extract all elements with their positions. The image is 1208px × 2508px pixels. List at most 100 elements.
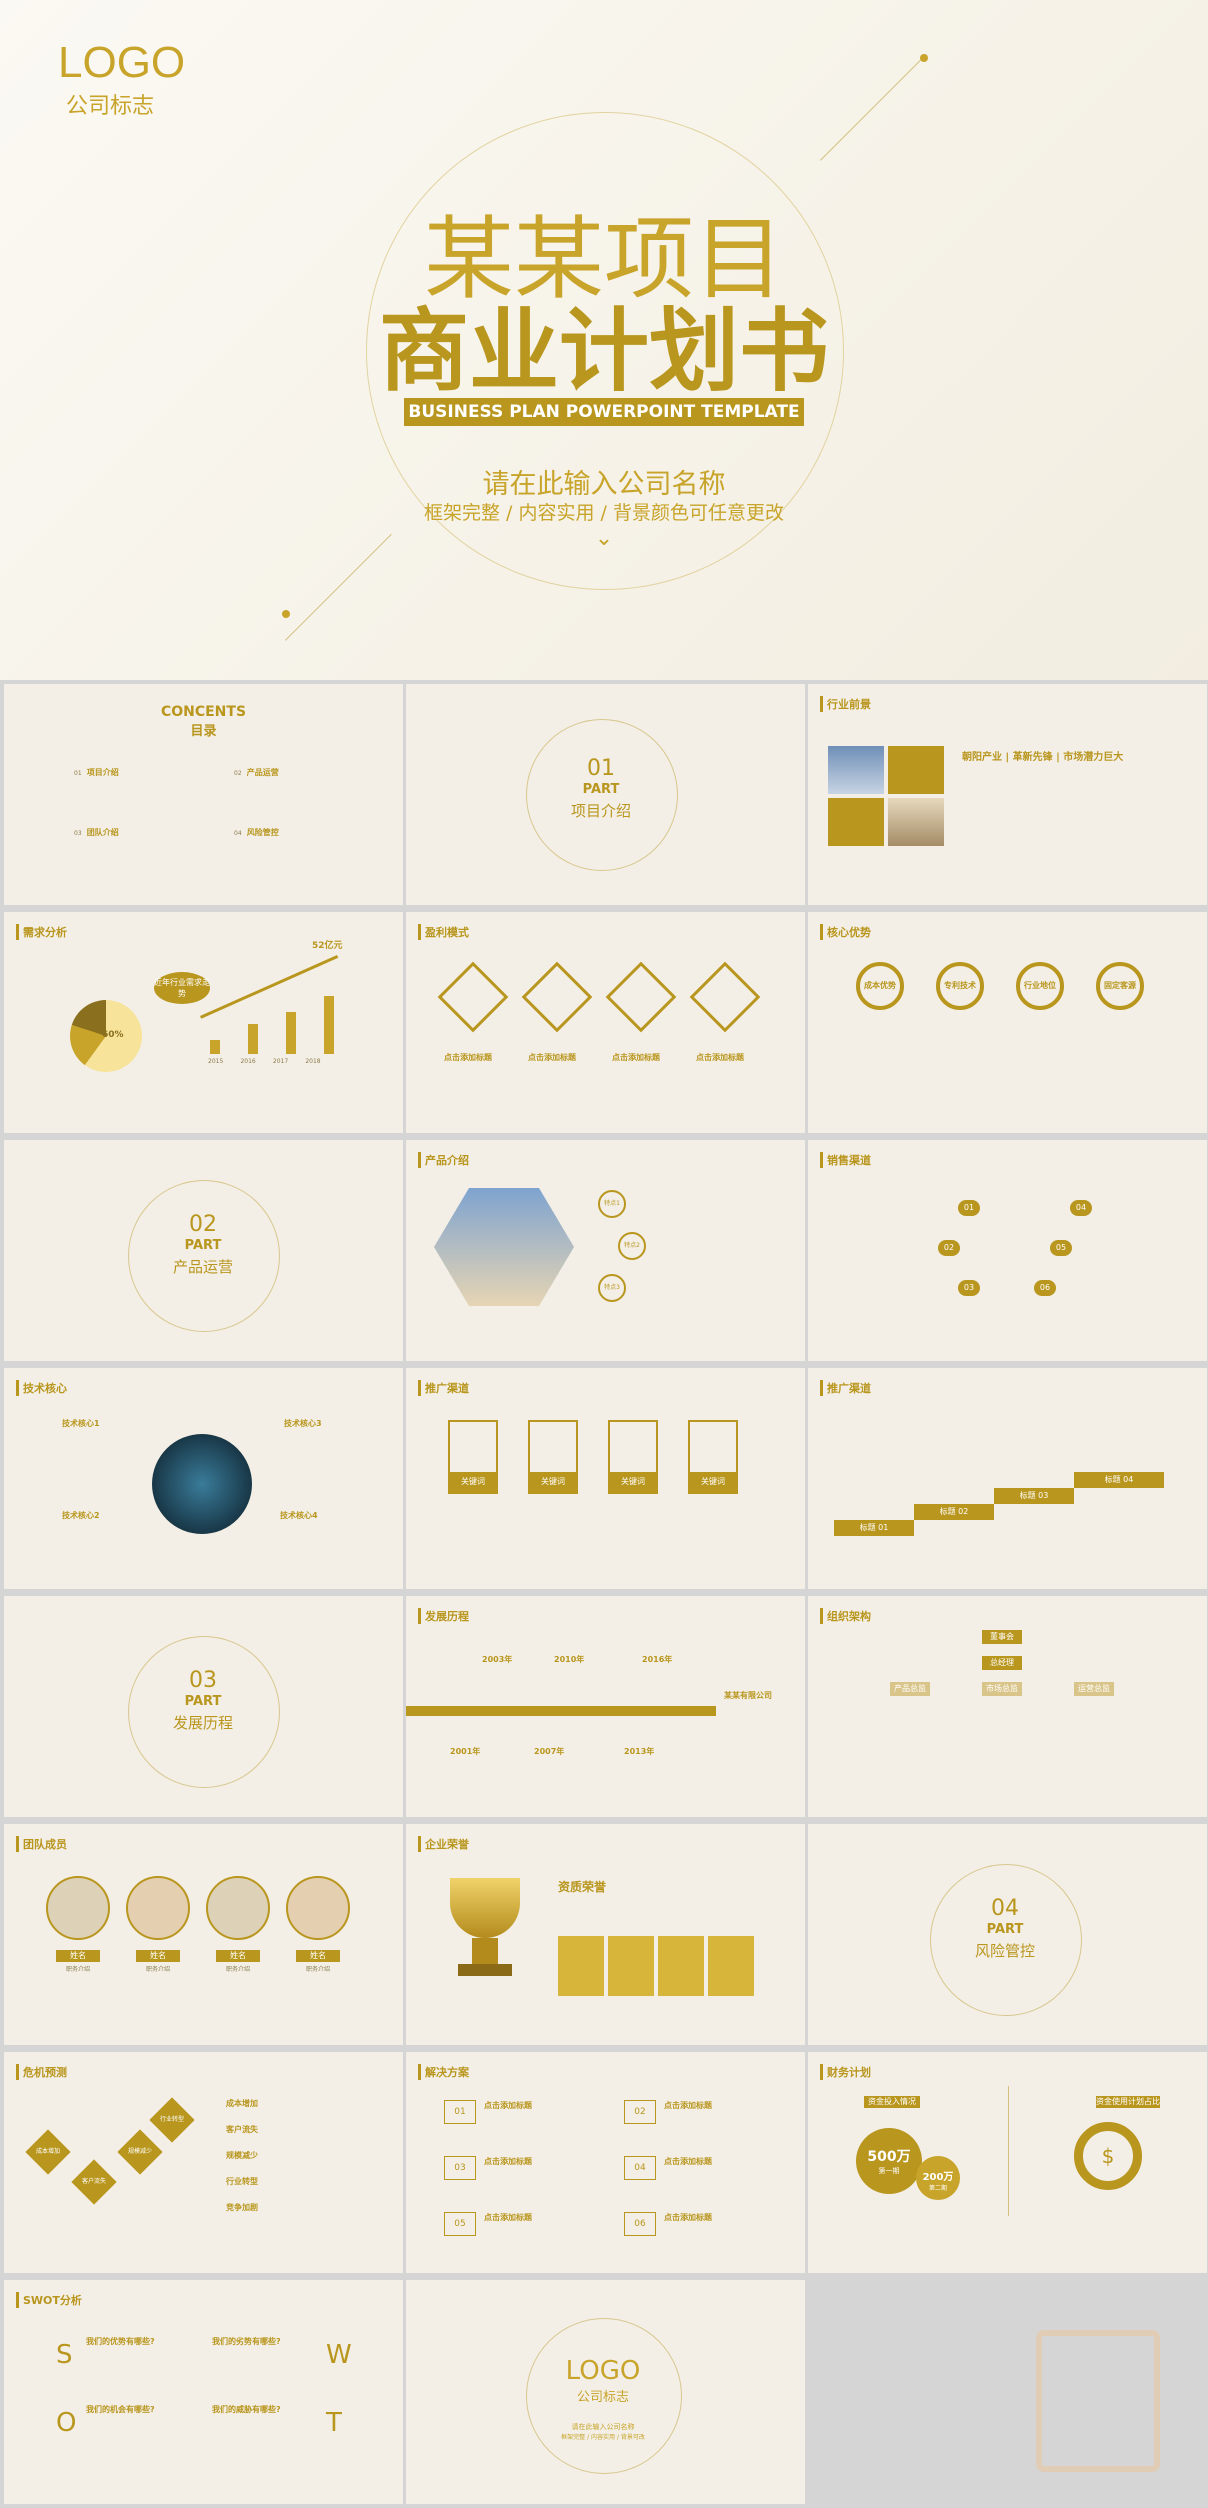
hero-deco-line [285, 533, 392, 641]
cover-subtitle-en: BUSINESS PLAN POWERPOINT TEMPLATE [404, 398, 804, 426]
bar [210, 1040, 220, 1054]
contents-title-en: CONCENTS [160, 704, 247, 720]
deco-dot [282, 610, 290, 618]
solution-title: 点击添加标题 [664, 2101, 712, 2110]
keyword-card: 关键词 [448, 1420, 498, 1494]
part-number: 01 [587, 756, 615, 781]
avatar [46, 1876, 110, 1940]
tech-item: 技术核心1 [62, 1419, 100, 1428]
solution-title: 点击添加标题 [484, 2157, 532, 2166]
member-name: 姓名 [216, 1950, 260, 1962]
honor-title: 资质荣誉 [558, 1880, 607, 1894]
slide-tech: 技术核心 技术核心1 技术核心2 技术核心3 技术核心4 [4, 1368, 403, 1589]
channel-number: 01 [958, 1200, 980, 1216]
slide-part-04: 04 PART 风险管控 [808, 1824, 1207, 2045]
slide-header: 产品介绍 [418, 1152, 469, 1168]
bar [286, 1012, 296, 1054]
trend-badge: 近年行业需求走势 [154, 972, 210, 1004]
slide-header: 推广渠道 [820, 1380, 871, 1396]
swot-question: 我们的优势有哪些? [86, 2337, 155, 2346]
certificate-grid [558, 1936, 754, 1996]
keyword-card: 关键词 [528, 1420, 578, 1494]
profit-title: 点击添加标题 [696, 1053, 744, 1062]
company-name: 请在此输入公司名称 [482, 469, 726, 500]
slide-honor: 企业荣誉 资质荣誉 [406, 1824, 805, 2045]
part-label: PART [986, 1922, 1024, 1937]
diamond-icon [437, 961, 509, 1033]
risk-tile: 成本增加 [25, 2129, 71, 2175]
solution-title: 点击添加标题 [484, 2213, 532, 2222]
trophy-stem [472, 1938, 498, 1964]
keyword-card: 关键词 [608, 1420, 658, 1494]
advantage-badge: 成本优势 [856, 962, 904, 1010]
part-circle [930, 1864, 1082, 2016]
finance-tag: 资金投入情况 [864, 2096, 920, 2108]
solution-number: 01 [444, 2100, 476, 2124]
org-node: 总经理 [982, 1656, 1022, 1670]
keyword-card: 关键词 [688, 1420, 738, 1494]
part-number: 02 [189, 1212, 217, 1237]
diamond-icon [521, 961, 593, 1033]
slide-header: 盈利模式 [418, 924, 469, 940]
contents-title-cn: 目录 [190, 724, 217, 739]
risk-tile: 行业转型 [149, 2097, 195, 2143]
profit-title: 点击添加标题 [528, 1053, 576, 1062]
slide-end: LOGO 公司标志 请在此输入公司名称 框架完整 / 内容实用 / 背景可改 [406, 2280, 805, 2504]
slide-header: 推广渠道 [418, 1380, 469, 1396]
slide-header: 技术核心 [16, 1380, 67, 1396]
part-circle [128, 1180, 280, 1332]
member-role: 职务介绍 [225, 1966, 250, 1973]
tech-item: 技术核心4 [280, 1511, 318, 1520]
peak-label: 52亿元 [312, 941, 343, 951]
slide-header: 组织架构 [820, 1608, 871, 1624]
year-labels: 2015 2016 2017 2018 [208, 1058, 321, 1065]
advantage-badge: 专利技术 [936, 962, 984, 1010]
end-company: 请在此输入公司名称 [571, 2423, 635, 2431]
contents-item[interactable]: 02 产品运营 [234, 768, 279, 777]
solution-title: 点击添加标题 [664, 2213, 712, 2222]
slide-header: SWOT分析 [16, 2292, 82, 2308]
org-node: 市场总监 [982, 1682, 1022, 1696]
watermark-stamp-icon [1036, 2330, 1160, 2472]
year-label: 2010年 [554, 1655, 585, 1664]
solution-title: 点击添加标题 [664, 2157, 712, 2166]
building-photo [828, 746, 884, 794]
profit-title: 点击添加标题 [444, 1053, 492, 1062]
diamond-icon [689, 961, 761, 1033]
risk-item: 成本增加 [226, 2099, 258, 2108]
slide-header: 核心优势 [820, 924, 871, 940]
member-role: 职务介绍 [145, 1966, 170, 1973]
cover-title-2: 商业计划书 [379, 299, 829, 404]
slide-solution: 解决方案 01 02 03 04 05 06 点击添加标题 点击添加标题 点击添… [406, 2052, 805, 2273]
risk-item: 客户流失 [226, 2125, 258, 2134]
hero-deco-line [820, 53, 927, 161]
cover-title-1: 某某项目 [424, 207, 784, 312]
end-tagline: 框架完整 / 内容实用 / 背景可改 [561, 2434, 645, 2441]
risk-tile: 客户流失 [71, 2159, 117, 2205]
advantage-badge: 行业地位 [1016, 962, 1064, 1010]
channel-number: 06 [1034, 1280, 1056, 1296]
slide-swot: SWOT分析 S W O T 我们的优势有哪些? 我们的劣势有哪些? 我们的机会… [4, 2280, 403, 2504]
deco-dot [920, 54, 928, 62]
org-node: 产品总监 [890, 1682, 930, 1696]
solution-number: 06 [624, 2212, 656, 2236]
swot-letter: O [56, 2408, 77, 2438]
tech-item: 技术核心2 [62, 1511, 100, 1520]
contents-item[interactable]: 04 风险管控 [234, 828, 279, 837]
swot-letter: W [326, 2340, 352, 2370]
timeline-end: 某某有限公司 [724, 1691, 772, 1700]
trophy-icon [450, 1878, 520, 1938]
swot-question: 我们的威胁有哪些? [212, 2405, 281, 2414]
logo: LOGO [58, 38, 186, 87]
avatar [206, 1876, 270, 1940]
risk-item: 行业转型 [226, 2177, 258, 2186]
part-number: 04 [991, 1896, 1019, 1921]
member-name: 姓名 [56, 1950, 100, 1962]
slide-finance: 财务计划 资金投入情况 资金使用计划占比 500万 第一期 200万 第二期 $ [808, 2052, 1207, 2273]
trend-arrow [200, 954, 339, 1019]
step-bar: 标题 02 [914, 1504, 994, 1520]
contents-item[interactable]: 03 团队介绍 [74, 828, 119, 837]
contents-item[interactable]: 01 项目介绍 [74, 768, 119, 777]
solution-title: 点击添加标题 [484, 2101, 532, 2110]
feature-badge: 特点1 [598, 1190, 626, 1218]
